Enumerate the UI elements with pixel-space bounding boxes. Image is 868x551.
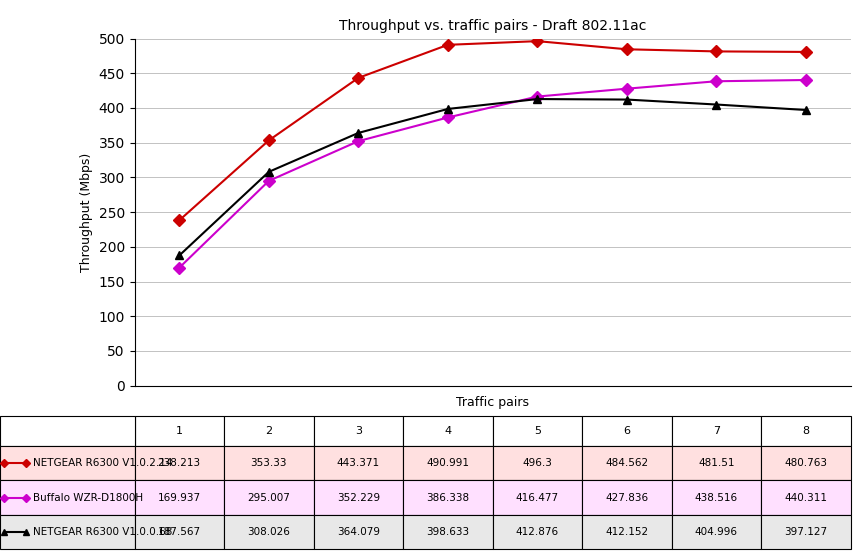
Text: 412.152: 412.152	[605, 527, 648, 537]
Text: 169.937: 169.937	[158, 493, 201, 503]
Text: 480.763: 480.763	[785, 458, 827, 468]
Text: 484.562: 484.562	[605, 458, 648, 468]
Text: 352.229: 352.229	[337, 493, 380, 503]
Text: 404.996: 404.996	[695, 527, 738, 537]
Text: 440.311: 440.311	[785, 493, 827, 503]
Text: 7: 7	[713, 426, 720, 436]
Text: 1: 1	[176, 426, 183, 436]
Text: 496.3: 496.3	[523, 458, 552, 468]
Text: 364.079: 364.079	[337, 527, 380, 537]
Text: 295.007: 295.007	[247, 493, 290, 503]
Title: Throughput vs. traffic pairs - Draft 802.11ac: Throughput vs. traffic pairs - Draft 802…	[339, 19, 647, 33]
Text: 187.567: 187.567	[158, 527, 201, 537]
Text: 438.516: 438.516	[694, 493, 738, 503]
Text: 397.127: 397.127	[785, 527, 827, 537]
Text: 2: 2	[266, 426, 273, 436]
Text: 4: 4	[444, 426, 451, 436]
Text: 427.836: 427.836	[605, 493, 648, 503]
Text: NETGEAR R6300 V1.0.0.68: NETGEAR R6300 V1.0.0.68	[33, 527, 173, 537]
Text: 6: 6	[623, 426, 630, 436]
Text: 481.51: 481.51	[698, 458, 734, 468]
Text: Buffalo WZR-D1800H: Buffalo WZR-D1800H	[33, 493, 143, 503]
Text: 490.991: 490.991	[426, 458, 470, 468]
Text: 398.633: 398.633	[426, 527, 470, 537]
Y-axis label: Throughput (Mbps): Throughput (Mbps)	[80, 153, 93, 272]
Text: 8: 8	[802, 426, 810, 436]
Text: 5: 5	[534, 426, 541, 436]
Text: 3: 3	[355, 426, 362, 436]
Text: 353.33: 353.33	[251, 458, 287, 468]
Text: 386.338: 386.338	[426, 493, 470, 503]
Text: Traffic pairs: Traffic pairs	[456, 396, 529, 409]
Text: 412.876: 412.876	[516, 527, 559, 537]
Text: 416.477: 416.477	[516, 493, 559, 503]
Text: 238.213: 238.213	[158, 458, 201, 468]
Text: NETGEAR R6300 V1.0.2.14: NETGEAR R6300 V1.0.2.14	[33, 458, 173, 468]
Text: 443.371: 443.371	[337, 458, 380, 468]
Text: 308.026: 308.026	[247, 527, 290, 537]
